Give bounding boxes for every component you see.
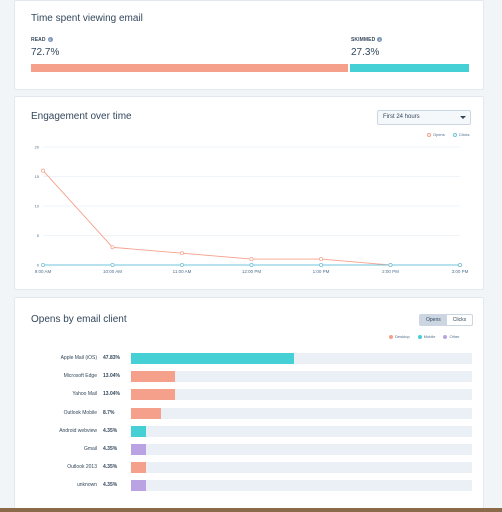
- y-tick-label: 10: [35, 204, 40, 209]
- chevron-down-icon: [460, 116, 466, 119]
- client-label: Gmail: [83, 446, 97, 452]
- engagement-card: Engagement over time First 24 hours Open…: [14, 96, 484, 290]
- client-label: Yahoo Mail: [72, 391, 97, 398]
- client-percent: 4.35%: [103, 446, 118, 452]
- client-label: Outlook 2013: [67, 464, 97, 471]
- legend-other: Other: [443, 334, 460, 339]
- client-bar-track: [131, 371, 472, 383]
- desktop-dot-icon: [389, 334, 393, 339]
- data-point-clicks: [41, 263, 45, 267]
- client-bar-track: [131, 444, 472, 455]
- skimmed-bar: [350, 64, 469, 72]
- client-percent: 13.04%: [103, 391, 120, 398]
- x-tick-label: 2:00 PM: [382, 269, 399, 274]
- read-label: READ: [31, 37, 46, 43]
- data-point-clicks: [319, 263, 323, 267]
- client-bar-track: [131, 407, 472, 419]
- legend-desktop: Desktop: [389, 334, 410, 339]
- client-label: unknown: [76, 482, 97, 489]
- skimmed-value: 27.3%: [351, 47, 380, 58]
- client-percent: 13.04%: [103, 373, 120, 380]
- engagement-title: Engagement over time: [31, 111, 132, 122]
- y-tick-label: 5: [37, 233, 40, 238]
- client-percent: 4.35%: [103, 464, 118, 471]
- client-percent: 4.35%: [103, 427, 118, 434]
- opens-clicks-toggle: Opens Clicks: [419, 314, 474, 326]
- client-bar[interactable]: [131, 462, 146, 474]
- legend-clicks: Clicks: [452, 132, 470, 137]
- read-bar: [31, 64, 348, 72]
- time-range-value: First 24 hours: [383, 114, 420, 120]
- info-icon[interactable]: i: [47, 37, 53, 43]
- data-point-opens: [110, 245, 115, 250]
- client-percent: 4.35%: [103, 482, 118, 489]
- client-bar-track: [131, 480, 472, 492]
- legend-opens: Opens: [427, 132, 445, 137]
- skimmed-label-wrap: SKIMMED i: [351, 37, 383, 43]
- legend-desktop-label: Desktop: [395, 334, 410, 339]
- toggle-clicks[interactable]: Clicks: [452, 317, 467, 323]
- data-point-clicks: [180, 263, 184, 267]
- skimmed-label: SKIMMED: [351, 37, 376, 43]
- clicks-marker-icon: [452, 132, 457, 137]
- y-tick-label: 15: [35, 174, 40, 179]
- x-tick-label: 3:00 PM: [452, 269, 469, 274]
- client-bar[interactable]: [131, 480, 146, 492]
- legend-other-label: Other: [449, 334, 460, 339]
- read-value: 72.7%: [31, 47, 60, 58]
- data-point-clicks: [388, 263, 393, 267]
- engagement-legend: Opens Clicks: [427, 132, 469, 137]
- data-point-opens: [41, 168, 45, 173]
- x-tick-label: 10:00 AM: [103, 269, 122, 274]
- time-spent-title: Time spent viewing email: [31, 13, 143, 24]
- bottom-edge: [0, 508, 502, 512]
- client-bar[interactable]: [131, 389, 176, 401]
- data-point-clicks: [249, 263, 254, 267]
- client-bar[interactable]: [131, 407, 161, 419]
- info-icon[interactable]: i: [377, 37, 383, 43]
- client-bar-track: [131, 353, 472, 364]
- x-tick-label: 12:00 PM: [242, 269, 262, 274]
- opens-marker-icon: [427, 132, 431, 137]
- toggle-opens[interactable]: Opens: [420, 315, 447, 325]
- series-line-opens: [42, 170, 460, 266]
- client-label: Microsoft Edge: [63, 373, 97, 380]
- client-percent: 47.83%: [103, 355, 120, 361]
- client-label: Apple Mail (iOS): [60, 355, 97, 361]
- legend-clicks-label: Clicks: [458, 132, 470, 137]
- data-point-clicks: [458, 263, 462, 267]
- data-point-opens: [319, 257, 323, 262]
- clients-card: Opens by email client Opens Clicks Deskt…: [14, 297, 484, 509]
- x-tick-label: 11:00 AM: [173, 269, 192, 274]
- x-tick-label: 9:00 AM: [35, 269, 52, 274]
- y-tick-label: 20: [35, 145, 40, 150]
- data-point-opens: [180, 251, 184, 256]
- mobile-dot-icon: [417, 334, 422, 339]
- data-point-opens: [249, 257, 254, 262]
- x-tick-label: 1:00 PM: [313, 269, 330, 274]
- clients-title: Opens by email client: [31, 314, 127, 325]
- engagement-chart: 0 5 10 15 20 9:00 AM 10:00 AM 11:00 AM 12:00 PM 1…: [35, 145, 469, 275]
- legend-mobile-label: Mobile: [423, 334, 436, 339]
- client-bar-track: [131, 389, 472, 401]
- y-tick-label: 0: [37, 263, 40, 268]
- legend-opens-label: Opens: [433, 132, 445, 137]
- client-bar[interactable]: [131, 425, 146, 437]
- client-label: Android webview: [59, 427, 97, 434]
- data-point-clicks: [110, 263, 115, 267]
- client-bar[interactable]: [131, 444, 146, 455]
- client-bar-track: [131, 425, 472, 437]
- read-label-wrap: READ i: [31, 37, 53, 43]
- legend-mobile: Mobile: [417, 334, 436, 339]
- time-spent-card: Time spent viewing email READ i 72.7% SKI…: [14, 0, 484, 90]
- time-range-dropdown[interactable]: First 24 hours: [377, 110, 471, 125]
- client-label: Outlook Mobile: [63, 409, 97, 416]
- other-dot-icon: [443, 334, 448, 339]
- client-bar-track: [131, 462, 472, 474]
- clients-legend: Desktop Mobile Other: [389, 334, 460, 339]
- client-percent: 8.7%: [103, 409, 115, 416]
- client-bar[interactable]: [131, 371, 176, 383]
- client-bar[interactable]: [131, 353, 295, 364]
